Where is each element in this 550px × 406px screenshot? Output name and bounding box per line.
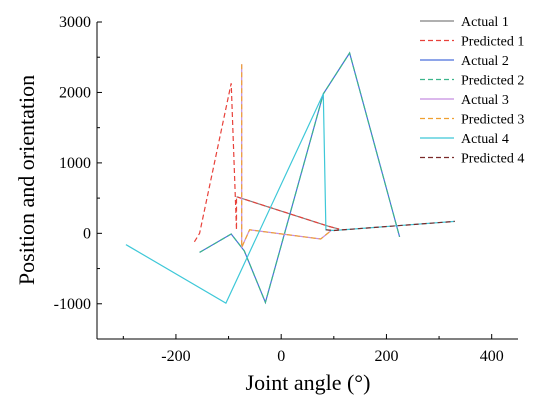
series-line-5 — [241, 64, 332, 248]
legend-label: Predicted 3 — [461, 113, 524, 128]
ticks: -200 0 200 400 -1000 0 1000 2000 3000 — [54, 14, 504, 365]
axes — [96, 22, 518, 340]
y-tick-label: 2000 — [59, 84, 91, 101]
legend-label: Actual 4 — [461, 132, 509, 147]
series-line-8 — [325, 220, 455, 232]
legend-label: Predicted 1 — [461, 35, 524, 50]
series-line-6 — [241, 64, 332, 248]
legend-label: Actual 2 — [461, 54, 509, 69]
x-tick-label: 400 — [480, 348, 504, 365]
series-line-7 — [125, 93, 455, 304]
legend-label: Actual 3 — [461, 93, 509, 108]
x-tick-label: 0 — [277, 348, 285, 365]
legend-label: Actual 1 — [461, 15, 509, 30]
series-line-4 — [199, 51, 401, 305]
x-tick-label: 200 — [374, 348, 398, 365]
x-axis-label: Joint angle (°) — [246, 370, 371, 395]
legend-label: Predicted 4 — [461, 152, 524, 167]
x-tick-label: -200 — [161, 348, 190, 365]
plot-lines — [125, 51, 455, 305]
legend: Actual 1 Predicted 1 Actual 2 Predicted 2 Ac… — [420, 15, 524, 167]
y-tick-label: 3000 — [59, 14, 91, 31]
y-tick-label: -1000 — [54, 296, 91, 313]
series-line-1 — [236, 196, 340, 230]
y-axis-label: Position and orientation — [14, 75, 39, 285]
legend-label: Predicted 2 — [461, 74, 524, 89]
y-tick-label: 1000 — [59, 155, 91, 172]
y-tick-label: 0 — [83, 225, 91, 242]
series-line-2 — [193, 83, 340, 243]
